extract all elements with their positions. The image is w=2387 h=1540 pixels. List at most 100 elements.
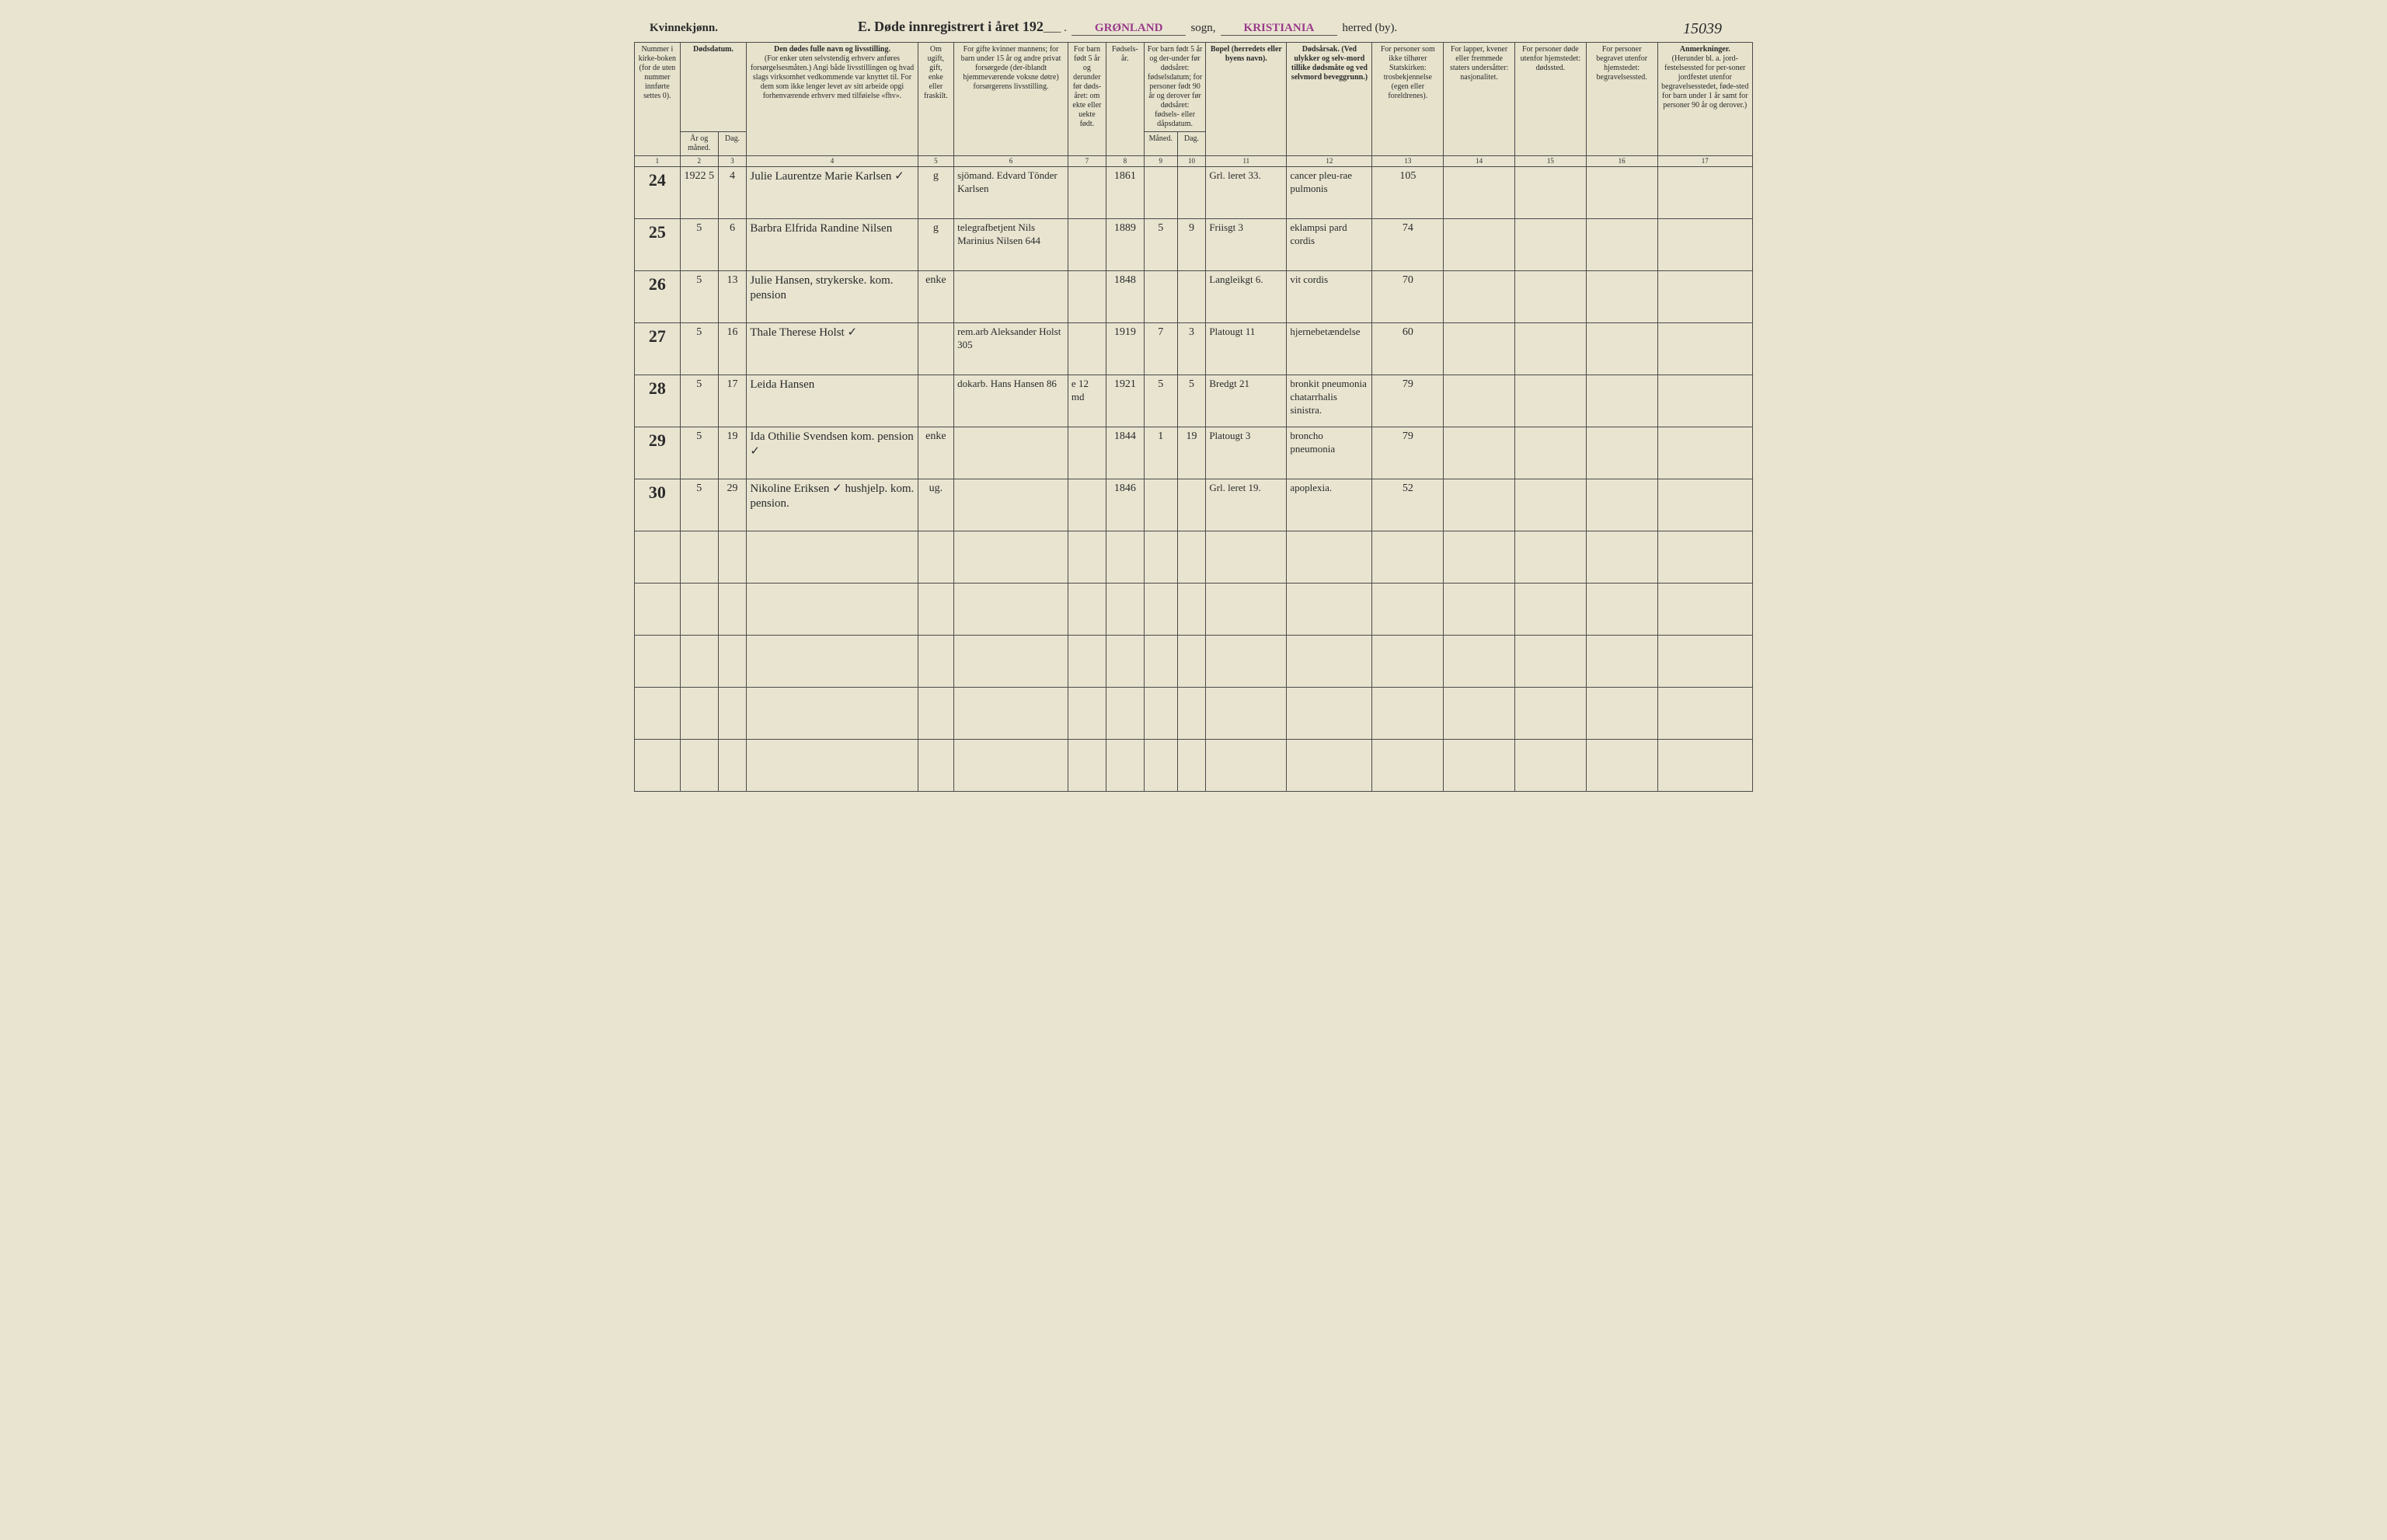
remarks bbox=[1657, 218, 1752, 270]
district-label: herred (by). bbox=[1342, 22, 1397, 35]
birth-day bbox=[1177, 166, 1206, 218]
blank-cell bbox=[635, 687, 681, 739]
birth-year: 1861 bbox=[1106, 166, 1144, 218]
blank-cell bbox=[1444, 739, 1515, 791]
table-row-blank bbox=[635, 531, 1753, 583]
table-row: 2556Barbra Elfrida Randine Nilsengtelegr… bbox=[635, 218, 1753, 270]
blank-cell bbox=[1514, 687, 1586, 739]
birth-month: 5 bbox=[1144, 218, 1177, 270]
birth-day: 3 bbox=[1177, 322, 1206, 375]
deceased-name: Leida Hansen bbox=[747, 375, 918, 427]
birth-year: 1919 bbox=[1106, 322, 1144, 375]
death-year-month: 5 bbox=[680, 270, 718, 322]
birth-year: 1848 bbox=[1106, 270, 1144, 322]
deceased-name: Julie Laurentze Marie Karlsen ✓ bbox=[747, 166, 918, 218]
blank-cell bbox=[1444, 531, 1515, 583]
cause-of-death: vit cordis bbox=[1287, 270, 1372, 322]
column-number-row: 1 2 3 4 5 6 7 8 9 10 11 12 13 14 15 16 1… bbox=[635, 156, 1753, 167]
col-header-remarks-title: Anmerkninger. bbox=[1680, 45, 1730, 54]
title-blank: ___ . bbox=[1044, 22, 1067, 35]
birth-year: 1889 bbox=[1106, 218, 1144, 270]
colnum: 16 bbox=[1586, 156, 1657, 167]
table-body: 241922 54Julie Laurentze Marie Karlsen ✓… bbox=[635, 166, 1753, 791]
blank-cell bbox=[1177, 687, 1206, 739]
death-day: 6 bbox=[718, 218, 747, 270]
blank-cell bbox=[1177, 531, 1206, 583]
residence: Bredgt 21 bbox=[1206, 375, 1287, 427]
deceased-name: Ida Othilie Svendsen kom. pension ✓ bbox=[747, 427, 918, 479]
table-row-blank bbox=[635, 687, 1753, 739]
nationality bbox=[1444, 322, 1515, 375]
col-header-date: Dødsdatum. bbox=[680, 43, 747, 132]
entry-number: 28 bbox=[635, 375, 681, 427]
parish-label: sogn, bbox=[1190, 22, 1215, 35]
blank-cell bbox=[1106, 687, 1144, 739]
blank-cell bbox=[1586, 531, 1657, 583]
birth-year: 1844 bbox=[1106, 427, 1144, 479]
birth-month: 5 bbox=[1144, 375, 1177, 427]
col-header-bmonth: Måned. bbox=[1144, 132, 1177, 156]
death-place bbox=[1514, 270, 1586, 322]
table-row: 30529Nikoline Eriksen ✓ hushjelp. kom. p… bbox=[635, 479, 1753, 531]
legitimacy bbox=[1068, 166, 1106, 218]
blank-cell bbox=[1657, 531, 1752, 583]
blank-cell bbox=[1144, 583, 1177, 635]
blank-cell bbox=[680, 687, 718, 739]
blank-cell bbox=[918, 635, 953, 687]
blank-cell bbox=[718, 687, 747, 739]
colnum: 10 bbox=[1177, 156, 1206, 167]
marital-status: enke bbox=[918, 427, 953, 479]
blank-cell bbox=[1444, 635, 1515, 687]
blank-cell bbox=[718, 739, 747, 791]
death-place bbox=[1514, 375, 1586, 427]
birth-day bbox=[1177, 270, 1206, 322]
blank-cell bbox=[954, 531, 1068, 583]
blank-cell bbox=[1206, 739, 1287, 791]
blank-cell bbox=[680, 531, 718, 583]
entry-number: 30 bbox=[635, 479, 681, 531]
blank-cell bbox=[1068, 739, 1106, 791]
blank-cell bbox=[1206, 583, 1287, 635]
death-year-month: 5 bbox=[680, 322, 718, 375]
table-row-blank bbox=[635, 635, 1753, 687]
blank-cell bbox=[1444, 583, 1515, 635]
birth-year: 1846 bbox=[1106, 479, 1144, 531]
table-row-blank bbox=[635, 583, 1753, 635]
deceased-name: Barbra Elfrida Randine Nilsen bbox=[747, 218, 918, 270]
marital-status: g bbox=[918, 166, 953, 218]
death-place bbox=[1514, 322, 1586, 375]
death-place bbox=[1514, 427, 1586, 479]
blank-cell bbox=[635, 583, 681, 635]
faith-note: 79 bbox=[1372, 375, 1444, 427]
blank-cell bbox=[1106, 531, 1144, 583]
blank-cell bbox=[1068, 687, 1106, 739]
blank-cell bbox=[954, 635, 1068, 687]
col-header-cause: Dødsårsak. (Ved ulykker og selv-mord til… bbox=[1287, 43, 1372, 156]
deceased-name: Nikoline Eriksen ✓ hushjelp. kom. pensio… bbox=[747, 479, 918, 531]
birth-day: 9 bbox=[1177, 218, 1206, 270]
blank-cell bbox=[718, 531, 747, 583]
death-day: 16 bbox=[718, 322, 747, 375]
burial-place bbox=[1586, 218, 1657, 270]
blank-cell bbox=[747, 531, 918, 583]
parish-name: GRØNLAND bbox=[1072, 22, 1187, 36]
residence: Friisgt 3 bbox=[1206, 218, 1287, 270]
death-year-month: 5 bbox=[680, 218, 718, 270]
col-header-num: Nummer i kirke-boken (for de uten nummer… bbox=[635, 43, 681, 156]
blank-cell bbox=[918, 687, 953, 739]
blank-cell bbox=[1586, 583, 1657, 635]
blank-cell bbox=[1372, 583, 1444, 635]
spouse-occupation bbox=[954, 479, 1068, 531]
table-row: 26513Julie Hansen, strykerske. kom. pens… bbox=[635, 270, 1753, 322]
blank-cell bbox=[1514, 531, 1586, 583]
colnum: 9 bbox=[1144, 156, 1177, 167]
death-register-table: Nummer i kirke-boken (for de uten nummer… bbox=[634, 42, 1753, 792]
colnum: 14 bbox=[1444, 156, 1515, 167]
spouse-occupation bbox=[954, 270, 1068, 322]
cause-of-death: broncho pneumonia bbox=[1287, 427, 1372, 479]
birth-year: 1921 bbox=[1106, 375, 1144, 427]
death-day: 13 bbox=[718, 270, 747, 322]
remarks bbox=[1657, 479, 1752, 531]
blank-cell bbox=[1106, 739, 1144, 791]
deceased-name: Julie Hansen, strykerske. kom. pension bbox=[747, 270, 918, 322]
